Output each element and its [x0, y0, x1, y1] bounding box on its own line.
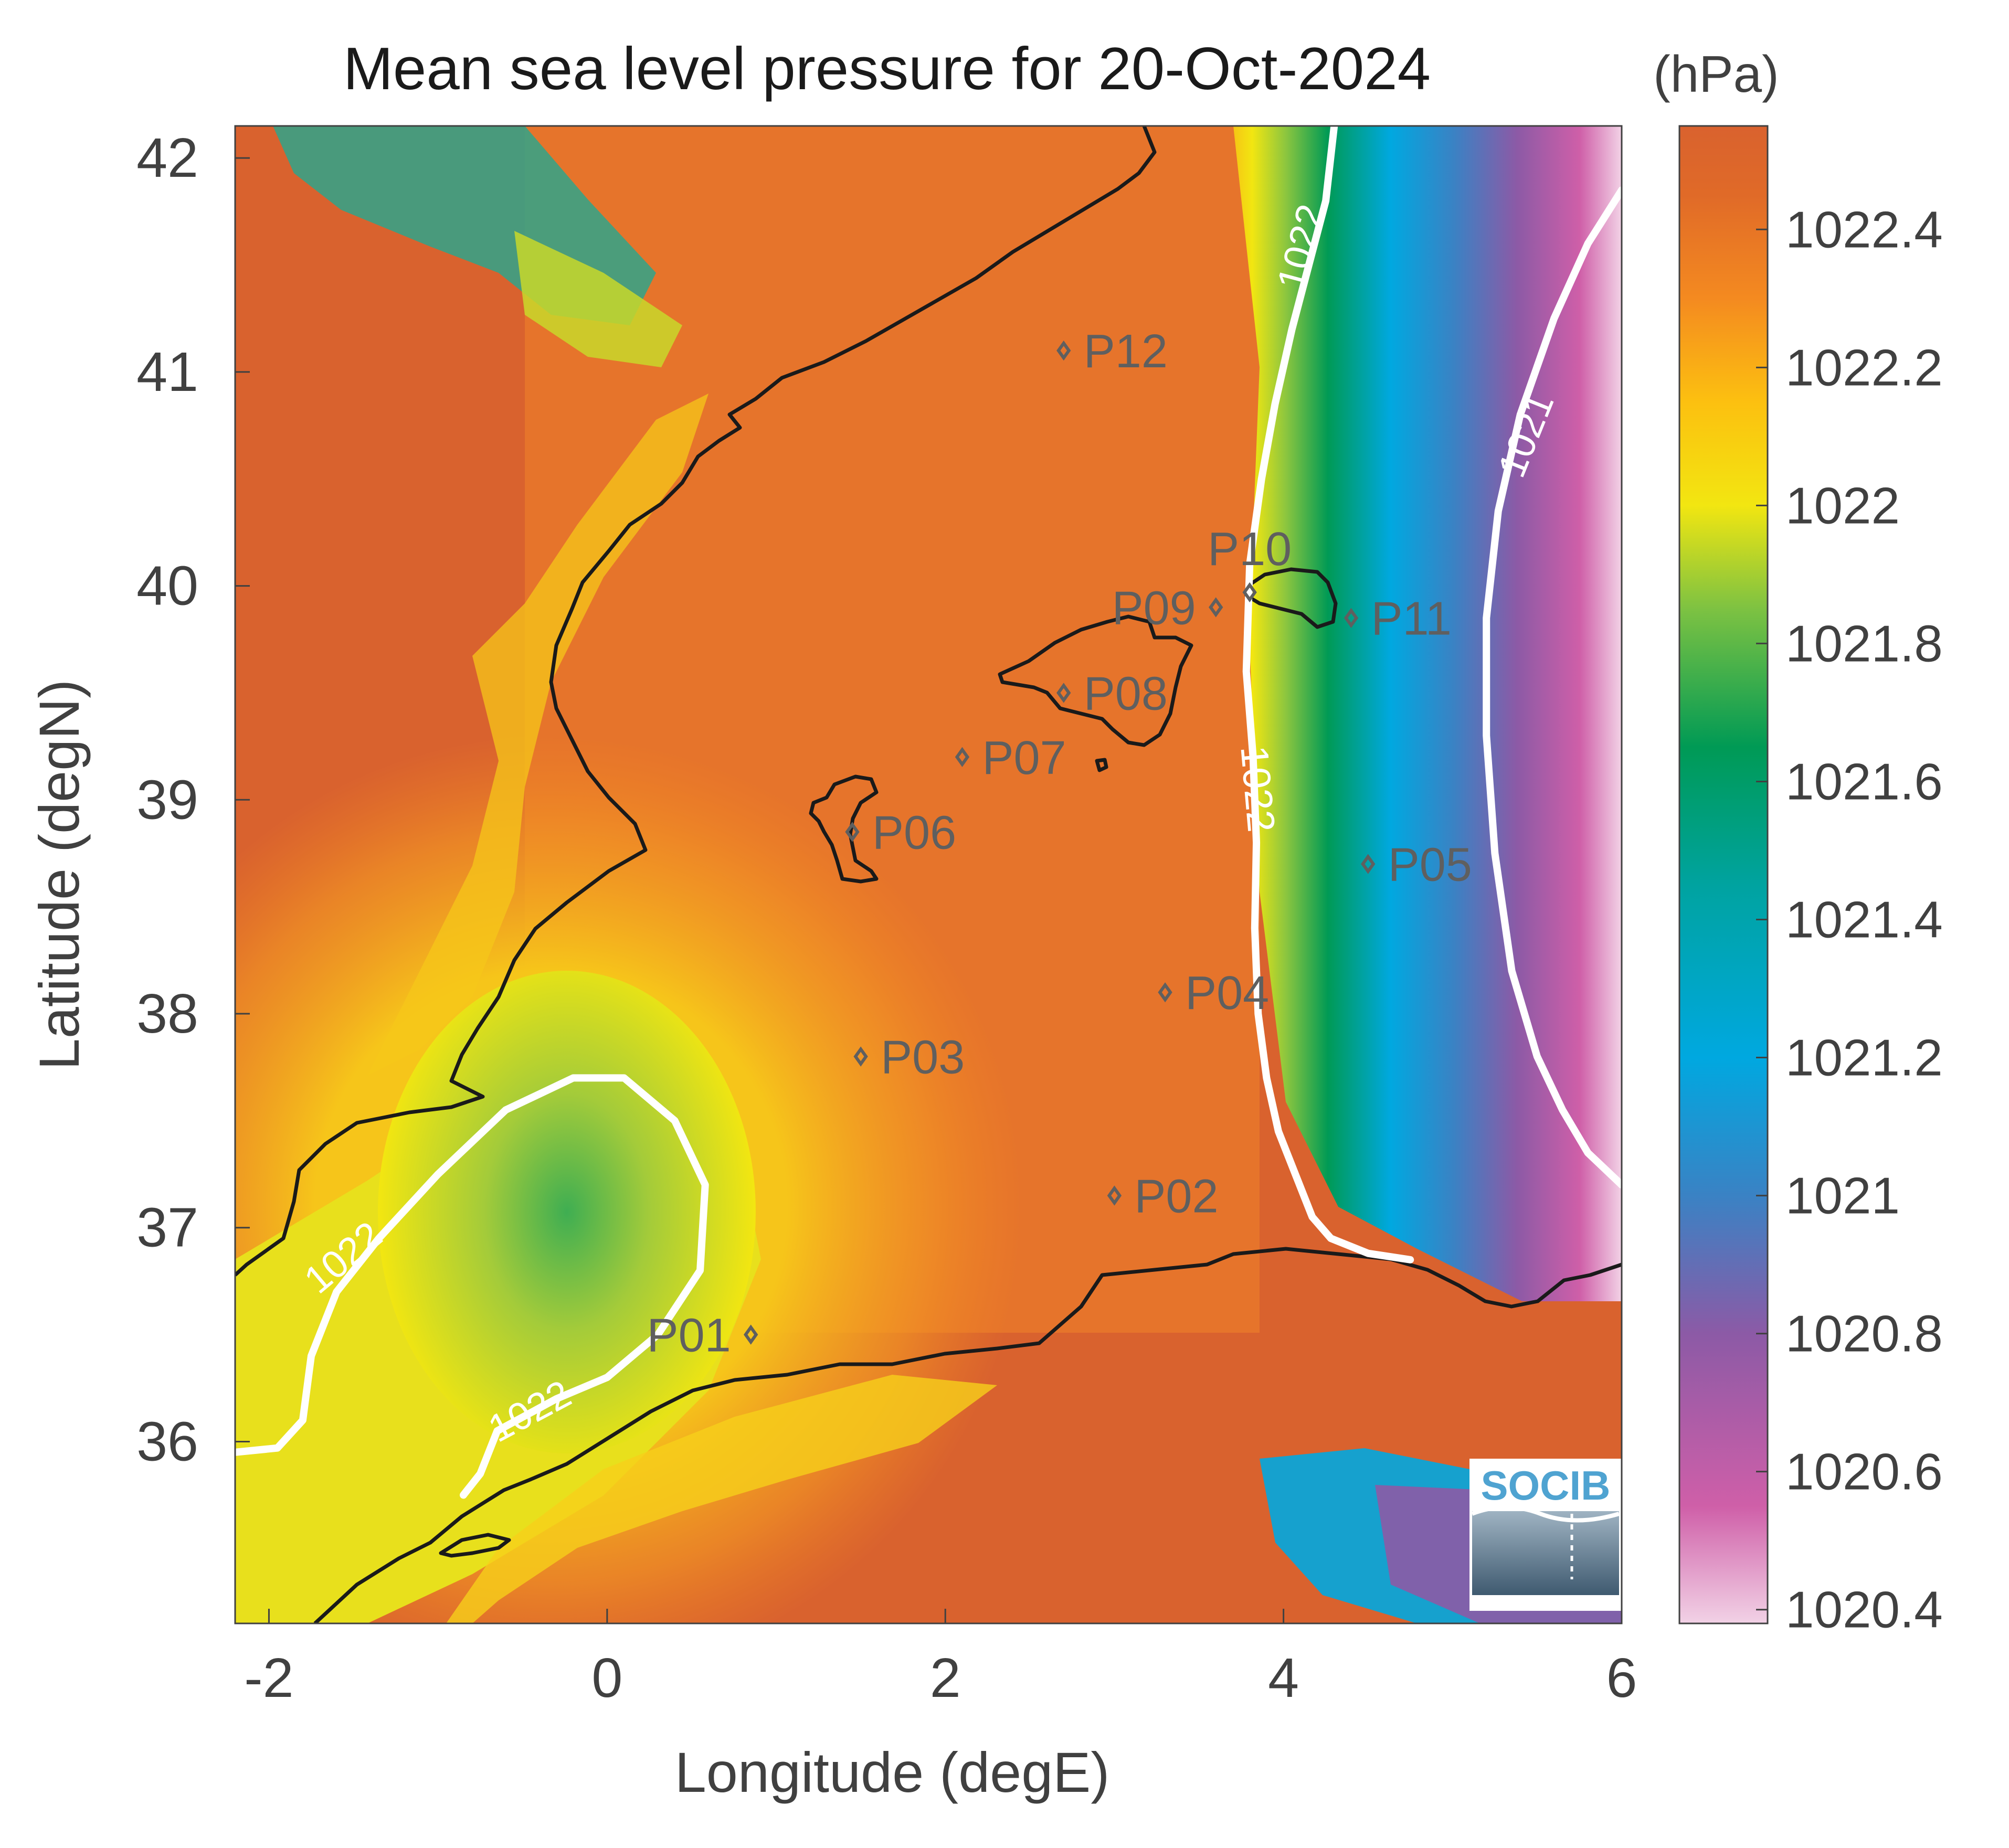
x-axis-title: Longitude (degE)	[675, 1740, 1110, 1804]
coastlines	[235, 126, 1622, 1623]
socib-logo-text: SOCIB	[1481, 1462, 1610, 1509]
station-label: P03	[881, 1032, 965, 1084]
y-axis: 36 37 38 39 40 41 42	[136, 127, 250, 1472]
station-marker	[955, 747, 970, 767]
station-label: P08	[1084, 667, 1168, 720]
socib-logo-wave	[1471, 1505, 1620, 1523]
station-label: P10	[1208, 523, 1292, 576]
y-tick-label: 42	[136, 127, 198, 189]
colorbar-tick-label: 1021	[1785, 1167, 1900, 1225]
iberian-coastline	[235, 126, 1157, 1277]
contour-line	[235, 1074, 709, 1499]
station-label: P01	[647, 1310, 731, 1362]
station-label: P07	[982, 732, 1066, 784]
x-tick-label: 2	[930, 1647, 961, 1709]
y-tick-label: 39	[136, 769, 198, 831]
station-marker	[1056, 340, 1071, 361]
socib-logo-water	[1472, 1511, 1619, 1595]
x-axis: -2 0 2 4 6	[244, 1609, 1637, 1709]
menorca-coastline	[1244, 567, 1338, 629]
station-label: P04	[1185, 967, 1269, 1019]
colorbar-ticks: 1020.4 1020.6 1020.8 1021 1021.2 1021.4 1021.6…	[1756, 200, 1943, 1639]
y-tick-label: 37	[136, 1197, 198, 1259]
ibiza-coastline	[809, 774, 879, 884]
y-tick-label: 36	[136, 1410, 198, 1472]
colorbar-tick-label: 1021.8	[1785, 614, 1943, 672]
alboran-island-coastline	[439, 1533, 511, 1558]
colorbar	[1678, 125, 1769, 1624]
y-axis-title: Latitude (degN)	[27, 679, 91, 1070]
african-coastline	[313, 1247, 1622, 1623]
x-tick-label: 6	[1606, 1647, 1637, 1709]
colorbar-tick-label: 1021.4	[1785, 890, 1943, 948]
spanish-coast-yellow-band	[367, 394, 709, 1076]
station-marker	[1344, 608, 1359, 628]
station-label: P09	[1112, 582, 1196, 634]
x-tick-label: 4	[1268, 1647, 1299, 1709]
contour-line	[1242, 126, 1414, 1263]
contour-line	[1483, 186, 1622, 1189]
colorbar-tick-label: 1021.6	[1785, 752, 1943, 810]
station-label: P05	[1388, 839, 1472, 891]
mallorca-coastline	[998, 614, 1193, 747]
colorbar-tick-label: 1022.4	[1785, 200, 1943, 258]
y-tick-label: 41	[136, 341, 198, 403]
y-tick-label: 38	[136, 983, 198, 1045]
colorbar-tick-label: 1020.4	[1785, 1581, 1943, 1639]
station-label: P12	[1084, 325, 1168, 378]
station-marker	[744, 1324, 758, 1345]
socib-logo: SOCIB	[1469, 1459, 1622, 1611]
contour-label: 1022	[1232, 744, 1283, 834]
y-tick-label: 40	[136, 555, 198, 617]
map-frame	[234, 125, 1623, 1624]
station-marker	[1242, 582, 1257, 602]
station-marker	[1361, 854, 1376, 874]
station-label: P11	[1371, 593, 1451, 645]
colorbar-tick-label: 1022	[1785, 476, 1900, 534]
station-label: P06	[872, 806, 956, 859]
colorbar-tick-label: 1020.6	[1785, 1443, 1943, 1501]
colorbar-tick-label: 1021.2	[1785, 1029, 1943, 1087]
african-coast-yellow-band	[446, 1375, 997, 1623]
station-label: P02	[1134, 1171, 1218, 1223]
colorbar-units: (hPa)	[1653, 45, 1779, 103]
colorbar-tick-label: 1022.2	[1785, 338, 1943, 396]
station-marker	[1056, 683, 1071, 703]
cabrera-coastline	[1095, 758, 1108, 772]
station-marker	[845, 822, 860, 842]
station-marker	[1209, 597, 1223, 618]
colorbar-tick-label: 1020.8	[1785, 1305, 1943, 1363]
x-tick-label: -2	[244, 1647, 293, 1709]
southwest-low-pressure	[378, 971, 756, 1453]
station-marker	[1107, 1185, 1122, 1206]
x-tick-label: 0	[591, 1647, 622, 1709]
figure-title: Mean sea level pressure for 20-Oct-2024	[343, 36, 1431, 102]
station-marker	[1158, 982, 1172, 1003]
north-yellow-patch	[514, 231, 682, 367]
station-marker	[853, 1046, 868, 1067]
